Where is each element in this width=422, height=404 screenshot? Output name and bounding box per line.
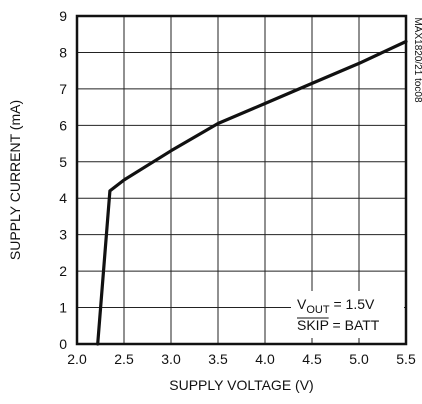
y-tick-label: 8 (59, 44, 67, 60)
x-tick-label: 2.5 (114, 351, 134, 367)
annotation-box: VOUT = 1.5V SKIP = BATT (291, 291, 404, 338)
annotation-background (291, 291, 404, 338)
annotation-vout-value: = 1.5V (330, 296, 375, 312)
y-tick-label: 4 (59, 190, 67, 206)
y-tick-label: 7 (59, 81, 67, 97)
annotation-skip-value: = BATT (329, 317, 380, 333)
annotation-skip: SKIP = BATT (297, 317, 380, 333)
annotation-out-subscript: OUT (306, 304, 330, 316)
x-tick-label: 5.0 (349, 351, 369, 367)
y-tick-label: 3 (59, 227, 67, 243)
y-tick-label: 1 (59, 300, 67, 316)
x-tick-label: 2.0 (67, 351, 87, 367)
x-axis-title: SUPPLY VOLTAGE (V) (169, 377, 313, 393)
annotation-v: V (297, 296, 307, 312)
x-tick-label: 3.0 (161, 351, 181, 367)
y-tick-label: 9 (59, 8, 67, 24)
x-tick-label: 5.5 (396, 351, 416, 367)
y-tick-label: 5 (59, 154, 67, 170)
grid (77, 16, 406, 344)
x-tick-label: 4.0 (255, 351, 275, 367)
y-axis-title: SUPPLY CURRENT (mA) (7, 100, 23, 260)
x-tick-label: 4.5 (302, 351, 322, 367)
x-tick-label: 3.5 (208, 351, 228, 367)
figure-code: MAX1820/21 toc08 (412, 17, 422, 102)
y-tick-label: 6 (59, 117, 67, 133)
annotation-vout: VOUT = 1.5V (297, 296, 375, 316)
plot-frame (75, 14, 408, 346)
supply-current-curve (96, 39, 408, 346)
y-tick-label: 2 (59, 263, 67, 279)
axis-ticks: 2.0 2.5 3.0 3.5 4.0 4.5 5.0 5.5 0 1 2 3 4 5 6 7 8 9 (59, 8, 416, 367)
y-tick-label: 0 (59, 336, 67, 352)
annotation-skip-label: SKIP (297, 317, 329, 333)
